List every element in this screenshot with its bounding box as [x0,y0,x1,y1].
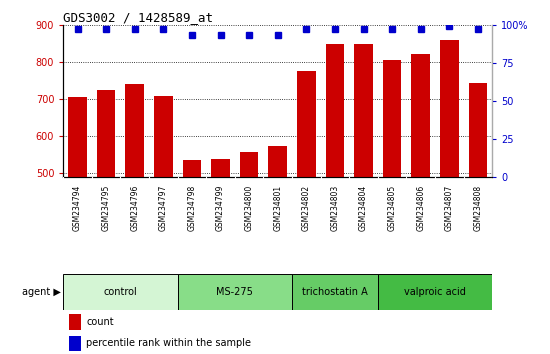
Bar [68,97,87,177]
Text: GSM234804: GSM234804 [359,185,368,231]
Text: GDS3002 / 1428589_at: GDS3002 / 1428589_at [63,11,213,24]
Bar [178,274,292,310]
Bar [69,314,81,330]
Text: GSM234805: GSM234805 [388,185,397,231]
Text: GSM234798: GSM234798 [188,185,196,231]
Bar [97,90,116,177]
Text: percentile rank within the sample: percentile rank within the sample [86,338,251,348]
Bar [354,45,373,177]
Bar [297,71,316,177]
Text: GSM234795: GSM234795 [102,185,111,231]
Bar [268,146,287,177]
Bar [440,40,459,177]
Text: GSM234806: GSM234806 [416,185,425,231]
Bar [125,84,144,177]
Text: GSM234797: GSM234797 [159,185,168,231]
Bar [240,152,258,177]
Bar [154,96,173,177]
Text: GSM234807: GSM234807 [445,185,454,231]
Text: GSM234794: GSM234794 [73,185,82,231]
Bar [211,159,230,177]
Bar [69,336,81,351]
Bar [378,274,492,310]
Text: GSM234799: GSM234799 [216,185,225,231]
Bar [469,83,487,177]
Text: GSM234800: GSM234800 [245,185,254,231]
Text: trichostatin A: trichostatin A [302,287,368,297]
Bar [63,274,178,310]
Text: GSM234808: GSM234808 [474,185,482,231]
Text: GSM234801: GSM234801 [273,185,282,231]
Bar [383,60,402,177]
Bar [183,160,201,177]
Text: control: control [103,287,138,297]
Text: GSM234802: GSM234802 [302,185,311,231]
Text: MS-275: MS-275 [216,287,254,297]
Text: count: count [86,317,114,327]
Text: valproic acid: valproic acid [404,287,466,297]
Text: GSM234803: GSM234803 [331,185,339,231]
Text: agent ▶: agent ▶ [21,287,60,297]
Bar [411,55,430,177]
Bar [292,274,378,310]
Bar [326,45,344,177]
Text: GSM234796: GSM234796 [130,185,139,231]
